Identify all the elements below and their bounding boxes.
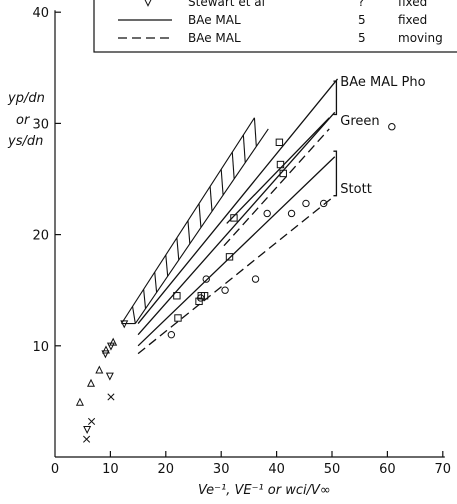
- square-point: [173, 292, 181, 300]
- x-marker-stroke: [88, 417, 96, 425]
- legend-value: ?: [358, 0, 364, 9]
- hatch-stroke: [132, 306, 136, 324]
- legend-source: Stewart et al: [188, 0, 265, 9]
- y-axis-label-line-1: yp/dn: [7, 91, 45, 106]
- x-marker-stroke: [83, 435, 91, 443]
- y-tick-label: 40: [32, 6, 49, 21]
- x-tick-label: 0: [51, 462, 59, 477]
- group-bracket: [333, 150, 338, 197]
- legend-box: [93, 0, 457, 53]
- dashed-fit-line: [223, 128, 330, 247]
- circle-point: [287, 209, 296, 218]
- annotations: BAe MAL Pho Green Stott: [340, 75, 425, 197]
- x-tick-label: 60: [379, 462, 396, 477]
- y-axis-label-line-2: or: [16, 113, 31, 128]
- data-markers: [75, 123, 396, 443]
- group-bracket: [333, 80, 338, 116]
- solid-fit-line: [137, 156, 336, 347]
- hatch-stroke: [165, 254, 169, 277]
- x-tick-label: 20: [158, 462, 175, 477]
- square-point: [230, 214, 238, 222]
- y-tick-label: 20: [32, 229, 49, 244]
- x-tick-label: 70: [435, 462, 452, 477]
- legend-source: BAe MAL: [188, 31, 241, 45]
- hatch-stroke: [198, 203, 202, 228]
- square-point: [279, 169, 287, 178]
- triangle-down-point: [105, 372, 114, 381]
- triangle-up-point: [101, 345, 110, 354]
- triangle-down-point: [83, 426, 92, 435]
- x-point: [107, 393, 115, 401]
- x-marker-stroke: [107, 393, 115, 401]
- y-axis-label-line-3: ys/dn: [7, 134, 43, 149]
- hatch-stroke: [176, 237, 180, 261]
- solid-fit-line: [226, 117, 330, 224]
- triangle-up-point: [87, 378, 96, 387]
- legend-condition: fixed: [398, 0, 427, 9]
- circle-point: [388, 123, 396, 131]
- legend-value: 5: [358, 13, 366, 27]
- hatch-stroke: [231, 152, 235, 179]
- circle-point: [319, 199, 328, 208]
- legend-source: BAe MAL: [188, 13, 241, 27]
- legend-condition: moving: [398, 31, 443, 45]
- triangle-up-point: [75, 397, 84, 406]
- axes: 0 10 20 30 40 50 60 70 10 20 30 40: [32, 6, 451, 477]
- circle-point: [197, 294, 205, 302]
- square-point: [200, 292, 209, 300]
- legend: Stewart et al? fixed BAe MAL 5 fixed BAe MAL 5…: [93, 0, 457, 53]
- legend-entries: Stewart et al? fixed BAe MAL 5 fixed BAe MAL 5…: [118, 0, 443, 45]
- circle-point: [202, 275, 210, 283]
- annotation-label: Stott: [340, 182, 372, 197]
- annotation-label: BAe MAL Pho: [340, 75, 425, 90]
- x-tick-label: 40: [268, 462, 285, 477]
- square-point: [225, 253, 234, 261]
- triangle-down-point: [106, 342, 115, 351]
- circle-point: [263, 209, 271, 218]
- y-tick-label: 30: [32, 117, 49, 132]
- x-axis-label: Ve⁻¹, VE⁻¹ or wci/V∞: [198, 483, 331, 498]
- circle-point: [302, 199, 310, 208]
- x-tick-label: 50: [324, 462, 341, 477]
- x-point: [83, 435, 91, 443]
- x-point: [88, 417, 96, 425]
- square-point: [174, 314, 182, 322]
- triangle-down-point: [120, 320, 129, 329]
- dashed-fit-line: [137, 195, 336, 355]
- x-tick-label: 10: [102, 462, 119, 477]
- hatch-stroke: [154, 272, 158, 293]
- annotation-label: Green: [340, 114, 379, 129]
- hatch-stroke: [220, 169, 224, 196]
- legend-condition: fixed: [398, 13, 427, 27]
- legend-value: 5: [358, 31, 366, 45]
- legend-marker-triangle: [144, 0, 152, 7]
- hatch-stroke: [242, 134, 246, 163]
- square-point: [275, 138, 284, 147]
- x-tick-label: 30: [213, 462, 230, 477]
- triangle-down-point: [101, 350, 110, 359]
- solid-fit-line: [137, 78, 339, 324]
- hatch-stroke: [209, 186, 213, 212]
- circle-point: [221, 286, 229, 294]
- y-tick-label: 10: [32, 340, 49, 355]
- hatch-stroke: [143, 289, 147, 309]
- solid-fit-line: [137, 111, 336, 336]
- fit-lines: [137, 78, 339, 355]
- triangle-up-point: [95, 365, 104, 374]
- y-axis-label: yp/dn or ys/dn: [7, 91, 45, 149]
- circle-point: [251, 275, 260, 283]
- square-point: [276, 160, 285, 169]
- hatched-band-edge: [134, 128, 269, 324]
- circle-point: [167, 330, 176, 339]
- hatch-stroke: [187, 220, 191, 244]
- hatched-band: [121, 117, 269, 325]
- hatch-stroke: [253, 117, 257, 147]
